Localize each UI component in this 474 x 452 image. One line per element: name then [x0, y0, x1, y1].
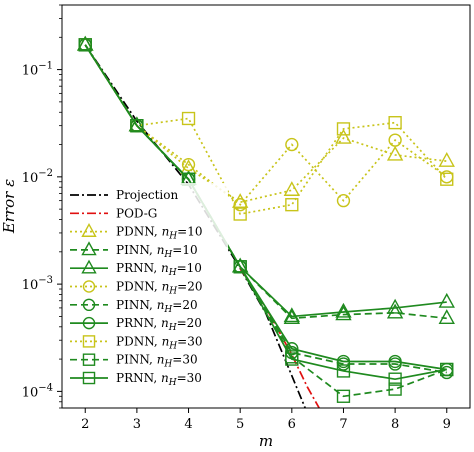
data-point-circle	[181, 157, 196, 172]
x-axis: 2 3 4 5 6 7 8 9	[81, 408, 451, 432]
data-point-triangle	[77, 35, 94, 51]
data-point-square	[336, 389, 351, 403]
data-point-square	[82, 371, 96, 385]
data-point-circle	[285, 137, 299, 152]
legend-entry: PDNN, nH=10	[70, 222, 202, 242]
series-line	[84, 44, 448, 206]
y-tick-label: 10−2	[22, 168, 53, 186]
y-axis: 10−1 10−2 10−3 10−4	[22, 4, 62, 409]
legend-entry: PDNN, nH=20	[70, 280, 202, 297]
data-point-square	[388, 372, 402, 386]
legend-entry: POD-G	[70, 206, 157, 220]
data-point-circle	[388, 354, 402, 369]
data-point-triangle	[386, 145, 404, 161]
data-point-square	[336, 122, 351, 136]
data-point-circle	[388, 133, 402, 147]
y-tick-label: 10−3	[22, 275, 53, 293]
x-tick-label: 9	[443, 417, 451, 432]
x-tick-label: 3	[133, 417, 141, 432]
y-tick-label: 10−4	[22, 382, 53, 400]
legend-label: Projection	[116, 188, 178, 202]
data-point-triangle	[81, 259, 97, 274]
data-point-circle	[82, 280, 96, 293]
x-tick-label: 7	[339, 417, 347, 432]
data-point-triangle	[283, 307, 301, 323]
x-tick-label: 5	[236, 417, 244, 432]
legend-label: PRNN, nH=10	[116, 261, 202, 278]
legend-entry: PINN, nH=10	[70, 241, 198, 260]
legend-label: PRNN, nH=20	[116, 316, 202, 333]
series-line	[84, 44, 447, 374]
legend-entry: PRNN, nH=10	[70, 259, 202, 278]
x-tick-label: 6	[288, 417, 296, 432]
data-point-triangle	[81, 241, 97, 256]
data-point-square	[130, 119, 144, 133]
legend-label: PINN, nH=30	[116, 353, 198, 370]
data-point-square	[82, 335, 96, 348]
data-point-circle	[336, 354, 351, 369]
x-tick-label: 8	[391, 417, 399, 432]
data-point-square	[388, 382, 402, 396]
data-point-triangle	[335, 305, 352, 321]
data-point-triangle	[335, 128, 352, 144]
x-tick-label: 2	[81, 417, 89, 432]
data-point-triangle	[386, 298, 404, 314]
x-axis-label: m	[259, 432, 273, 450]
data-point-triangle	[128, 116, 146, 132]
legend-entry: PINN, nH=20	[70, 298, 198, 315]
data-point-square	[233, 260, 247, 274]
legend-entry: PDNN, nH=30	[70, 334, 202, 351]
data-point-circle	[82, 298, 96, 312]
data-point-square	[78, 38, 92, 52]
legend-entry: PRNN, nH=30	[70, 371, 202, 388]
series-layer	[77, 35, 455, 408]
data-point-triangle	[231, 257, 249, 273]
data-point-triangle	[386, 303, 404, 319]
legend-label: PDNN, nH=20	[116, 280, 202, 297]
legend-label: PDNN, nH=30	[116, 334, 202, 351]
legend-label: PDNN, nH=10	[116, 225, 202, 242]
legend-entry: Projection	[70, 188, 178, 202]
data-point-square	[285, 198, 299, 212]
data-point-triangle	[81, 222, 97, 237]
legend-entry: PRNN, nH=20	[70, 316, 202, 333]
x-tick-label: 4	[184, 417, 192, 432]
legend-label: PRNN, nH=30	[116, 371, 202, 388]
data-point-square	[181, 111, 196, 126]
data-point-triangle	[438, 152, 455, 167]
plot-frame	[61, 4, 471, 409]
data-point-square	[233, 207, 247, 221]
data-point-square	[285, 352, 299, 366]
data-point-circle	[336, 193, 351, 208]
data-point-square	[336, 364, 351, 378]
series-prnn-nh-30	[78, 38, 454, 386]
y-axis-label: Error ε	[0, 179, 18, 234]
series-line	[84, 44, 447, 381]
data-point-triangle	[335, 302, 352, 318]
data-point-square	[82, 353, 96, 366]
legend-label: PINN, nH=20	[116, 298, 198, 315]
series-line	[84, 44, 447, 204]
data-point-circle	[82, 316, 96, 330]
y-tick-label: 10−1	[22, 61, 53, 79]
legend-label: POD-G	[116, 206, 157, 220]
data-point-square	[440, 172, 454, 186]
data-point-square	[388, 116, 402, 130]
data-point-triangle	[283, 181, 301, 196]
data-point-square	[440, 362, 454, 377]
legend-entry: PINN, nH=30	[70, 353, 198, 370]
data-point-triangle	[438, 309, 455, 325]
legend-label: PINN, nH=10	[116, 243, 198, 260]
data-point-triangle	[438, 292, 455, 308]
